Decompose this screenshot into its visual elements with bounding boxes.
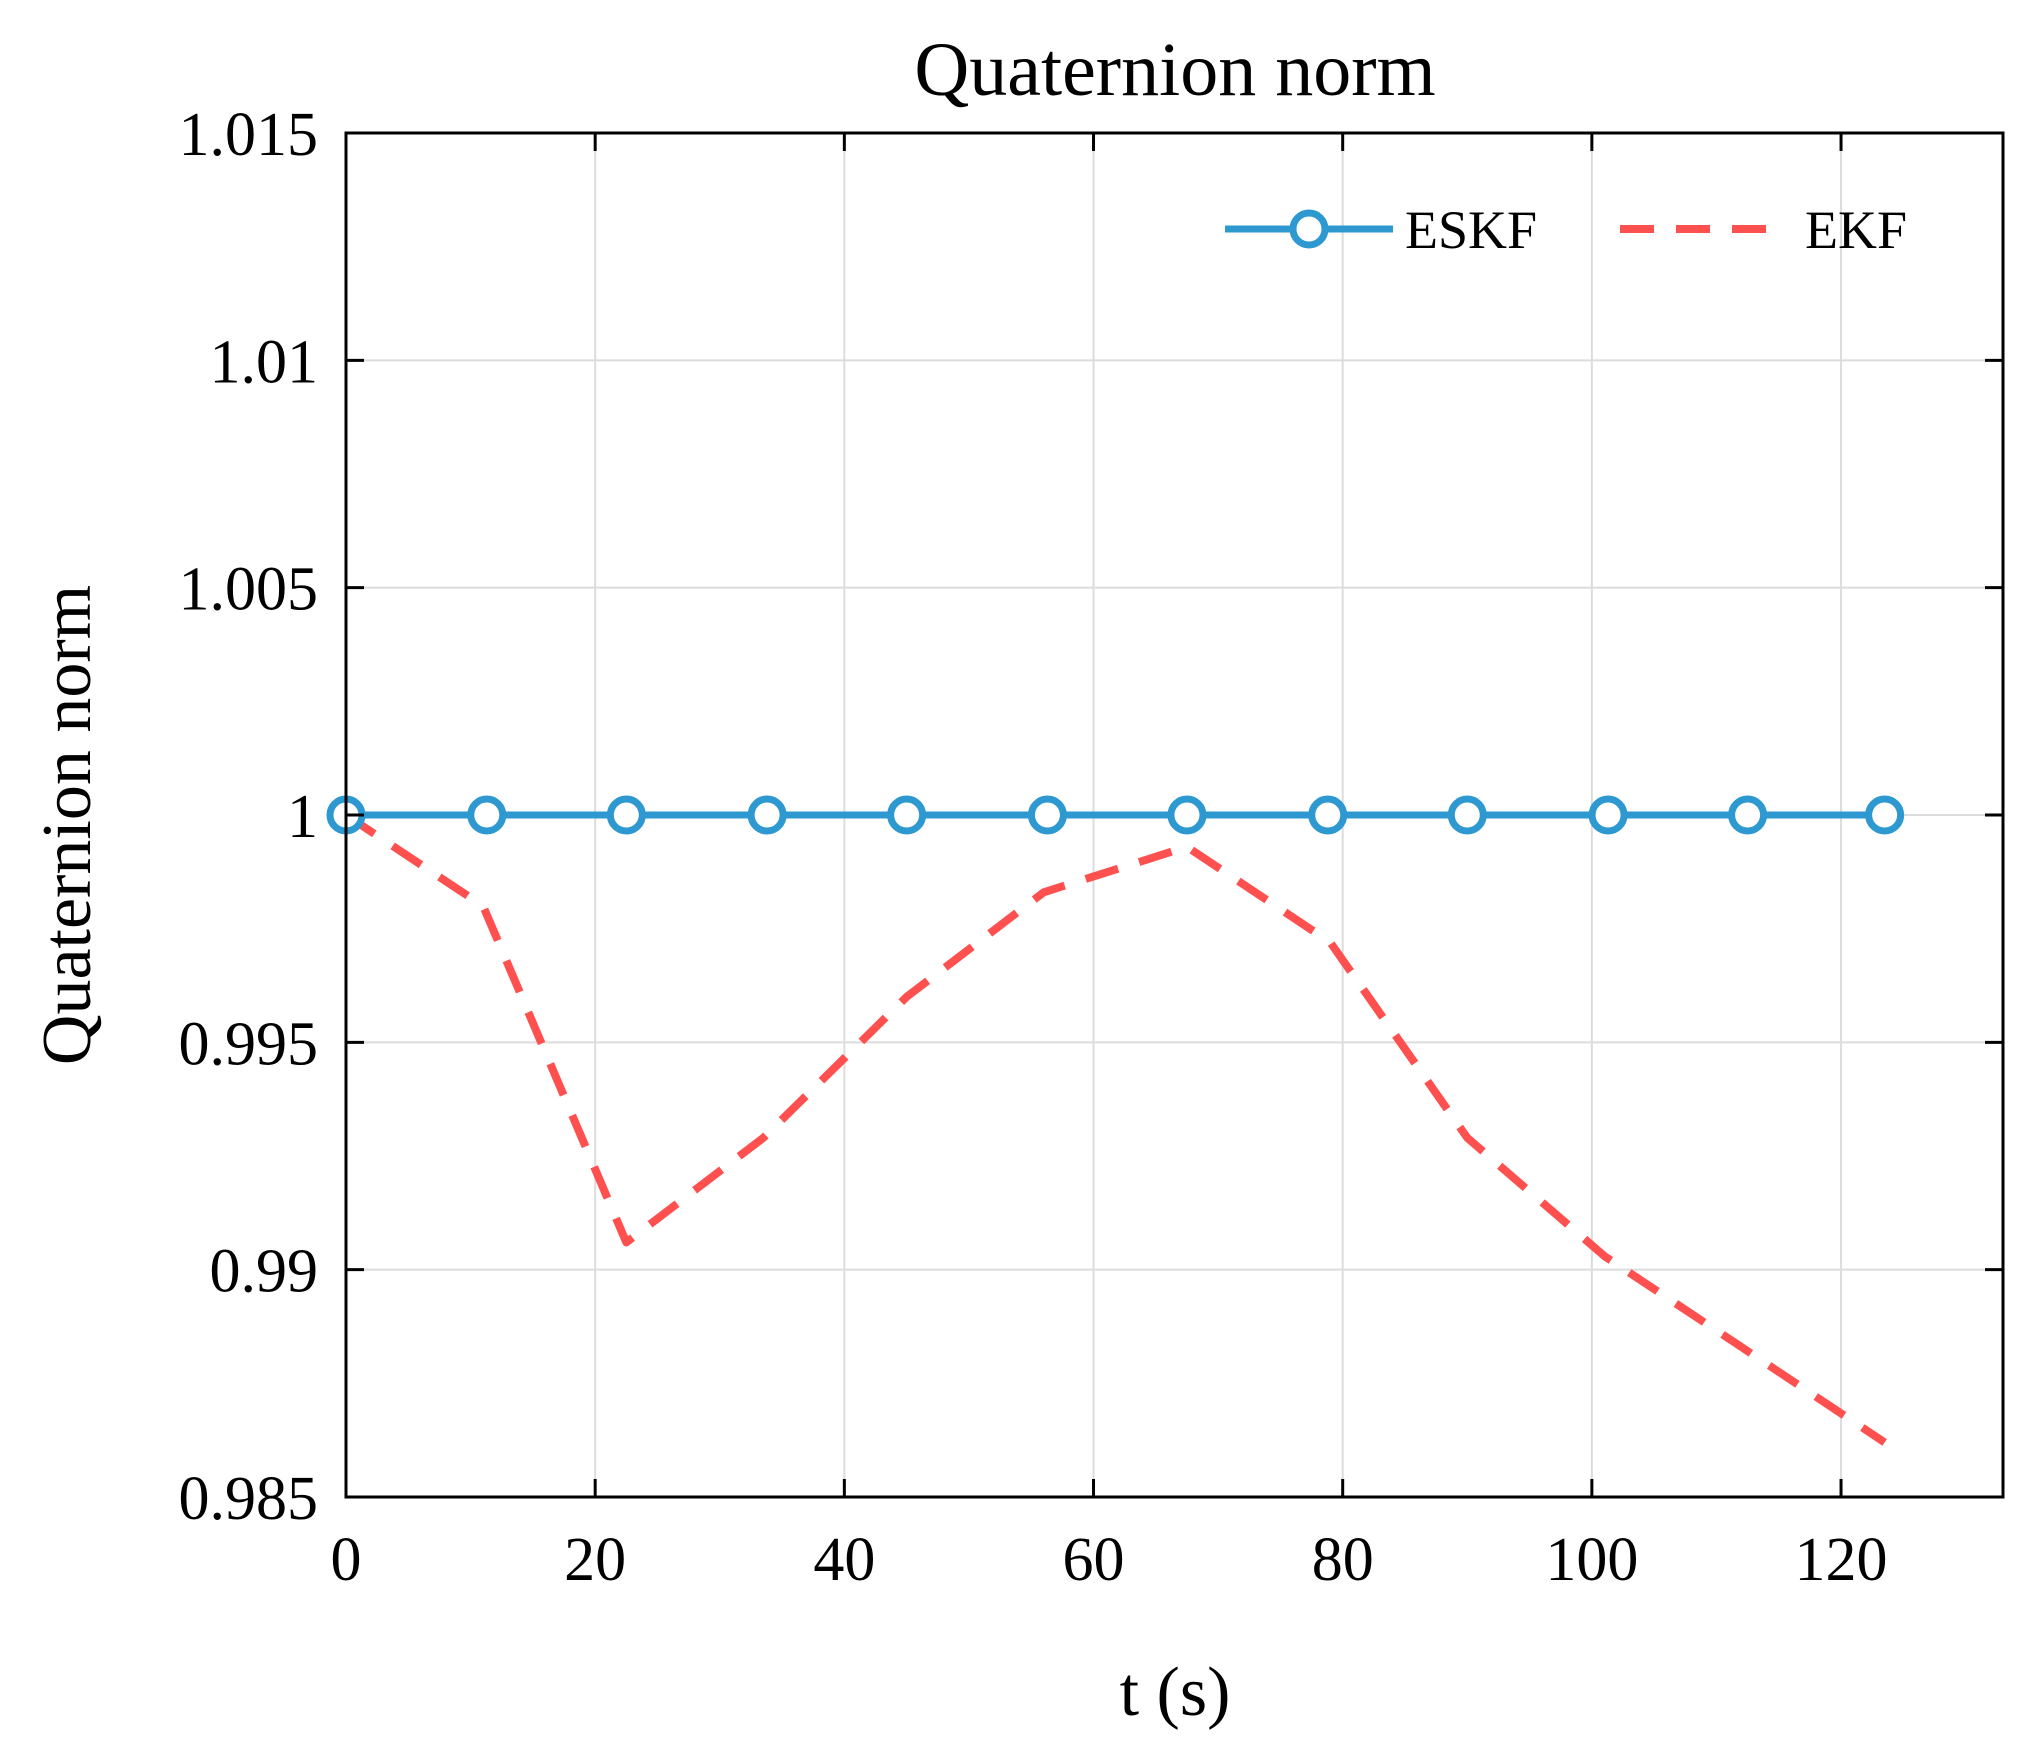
x-tick-label-120: 120: [1795, 1526, 1888, 1594]
series-eskf-point-6: [1167, 795, 1207, 835]
series-eskf-point-1: [467, 795, 507, 835]
tick-labels: 0 20 40 60 80 100 120 0.985 0.99 0.995 1 1.005 1.01 1…: [179, 101, 1888, 1594]
series-eskf-point-4: [887, 795, 927, 835]
x-tick-label-100: 100: [1545, 1526, 1638, 1594]
y-tick-label-1.015: 1.015: [179, 101, 319, 169]
y-tick-label-0.995: 0.995: [179, 1010, 319, 1078]
y-axis-label: Quaternion norm: [29, 585, 106, 1065]
series-eskf-point-8: [1447, 795, 1487, 835]
series-layer: [326, 795, 1905, 1446]
x-tick-label-0: 0: [331, 1526, 362, 1594]
y-tick-label-0.99: 0.99: [210, 1238, 319, 1306]
series-eskf-point-5: [1027, 795, 1067, 835]
series-eskf-point-3: [747, 795, 787, 835]
y-tick-label-1.01: 1.01: [210, 328, 319, 396]
x-tick-label-20: 20: [564, 1526, 626, 1594]
x-axis-label: t (s): [1120, 1654, 1231, 1731]
series-eskf-point-11: [1865, 795, 1905, 835]
legend-eskf-label: ESKF: [1405, 200, 1537, 260]
y-tick-label-0.985: 0.985: [179, 1465, 319, 1533]
series-ekf-line: [343, 811, 1887, 1446]
x-tick-label-40: 40: [813, 1526, 875, 1594]
y-tick-label-1.005: 1.005: [179, 556, 319, 624]
series-eskf-point-7: [1308, 795, 1348, 835]
chart-title: Quaternion norm: [914, 28, 1435, 112]
series-eskf-point-9: [1588, 795, 1628, 835]
series-eskf-point-10: [1728, 795, 1768, 835]
series-eskf-point-2: [606, 795, 646, 835]
x-tick-label-80: 80: [1312, 1526, 1374, 1594]
legend-ekf-label: EKF: [1805, 200, 1907, 260]
x-tick-label-60: 60: [1063, 1526, 1125, 1594]
legend-eskf-marker: [1289, 209, 1329, 249]
legend: ESKF EKF: [1225, 200, 1907, 260]
y-tick-label-1: 1: [287, 783, 318, 851]
axes: [344, 131, 2005, 1499]
